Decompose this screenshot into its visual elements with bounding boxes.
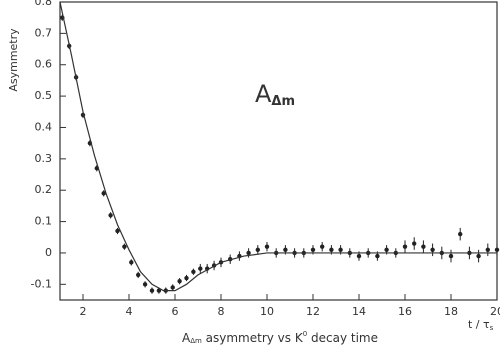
x-label-part: A [182, 331, 191, 345]
data-point [283, 247, 288, 253]
annotation: AΔm [255, 80, 295, 109]
x-tick-label: 20 [490, 305, 500, 318]
y-tick-label: 0.1 [35, 215, 53, 228]
data-point [184, 275, 189, 281]
x-tick-label: 10 [260, 305, 274, 318]
y-tick-label: 0.4 [35, 120, 53, 133]
data-point [356, 253, 362, 259]
data-point [149, 288, 155, 293]
data-point [156, 288, 162, 293]
data-point [177, 278, 182, 284]
data-point [198, 266, 203, 271]
data-point [412, 241, 417, 246]
annotation-text: A [255, 80, 272, 108]
data-point [129, 260, 134, 265]
data-point [246, 250, 251, 256]
data-point [108, 213, 113, 218]
data-point [476, 253, 481, 259]
x-unit-sub: s [490, 324, 494, 332]
y-tick-label: -0.1 [31, 277, 52, 290]
x-unit-text: t / τ [468, 318, 490, 331]
x-tick-label: 6 [172, 305, 179, 318]
data-point [191, 269, 196, 274]
data-point [338, 247, 343, 253]
data-point [264, 244, 270, 249]
x-unit: t / τs [468, 318, 494, 332]
data-point [430, 247, 435, 253]
annotation-subscript: Δm [271, 94, 295, 109]
y-tick-label: 0.6 [35, 58, 53, 71]
fit-curve [59, 1, 497, 292]
data-point [448, 253, 454, 259]
y-axis-label: Asymmetry [7, 28, 20, 92]
x-tick-label: 12 [306, 305, 320, 318]
data-point [122, 244, 127, 249]
x-tick-label: 8 [218, 305, 225, 318]
y-tick-label: 0.7 [35, 26, 53, 39]
data-point [320, 244, 325, 249]
y-tick-label: 0.5 [35, 89, 53, 102]
data-point [136, 272, 141, 278]
data-point [384, 247, 389, 253]
data-point [255, 247, 260, 253]
data-point [170, 285, 175, 290]
data-point [494, 247, 500, 253]
x-label-sub: Δm [190, 337, 202, 345]
x-tick-label: 4 [126, 305, 133, 318]
x-label-part: decay time [307, 331, 378, 345]
data-point [329, 247, 334, 253]
data-point [115, 228, 120, 234]
data-point [421, 244, 426, 249]
y-tick-label: 0.2 [35, 183, 53, 196]
x-tick-label: 18 [444, 305, 458, 318]
x-tick-label: 14 [352, 305, 366, 318]
y-tick-label: 0 [45, 246, 52, 259]
x-label-part: asymmetry vs K [202, 331, 304, 345]
data-point [458, 231, 463, 237]
data-point [101, 191, 106, 196]
x-tick-label: 16 [398, 305, 412, 318]
data-point [375, 253, 380, 259]
y-tick-label: 0.8 [35, 0, 53, 8]
y-tick-label: 0.3 [35, 152, 53, 165]
plot-frame [59, 1, 498, 301]
data-point [142, 282, 148, 287]
data-point [485, 247, 490, 253]
x-tick-label: 2 [80, 305, 87, 318]
data-point [310, 247, 316, 253]
data-point [402, 244, 408, 249]
x-label-sup: 0 [303, 330, 307, 338]
x-axis-label: AΔm asymmetry vs K0 decay time [182, 330, 378, 345]
